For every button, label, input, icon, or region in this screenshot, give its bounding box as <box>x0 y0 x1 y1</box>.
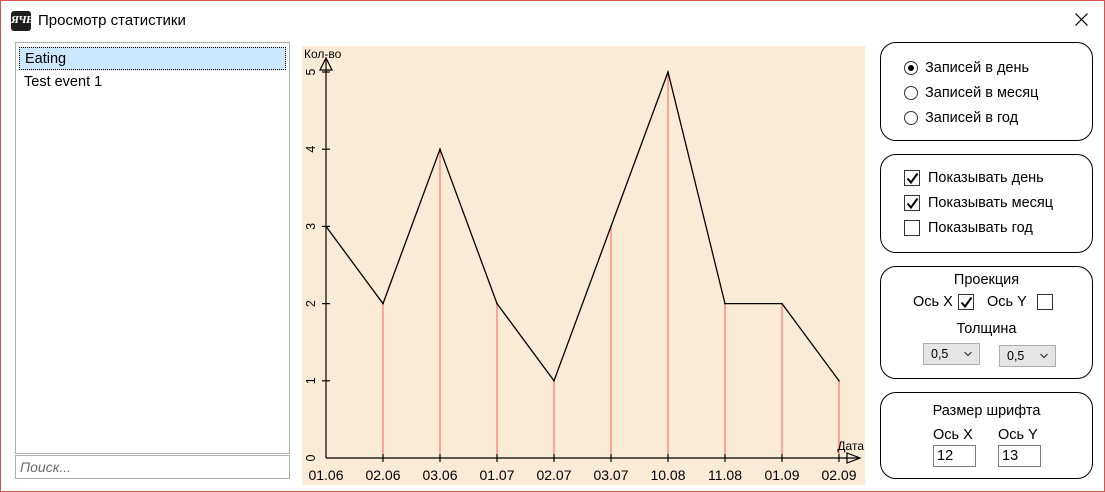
radio-per-day-label: Записей в день <box>925 60 1030 76</box>
x-tick-label: 02.09 <box>821 467 856 483</box>
projection-axis-x-label: Ось X <box>913 294 953 310</box>
font-size-x-label: Ось X <box>933 427 973 443</box>
x-axis-arrow <box>846 452 862 464</box>
list-item-eating[interactable]: Eating <box>19 47 286 70</box>
title-bar[interactable]: ЯЧЕ Просмотр статистики <box>1 1 1104 39</box>
radio-per-month-button[interactable] <box>904 86 918 100</box>
show-year-label: Показывать год <box>928 220 1033 236</box>
font-size-y-label: Ось Y <box>998 427 1038 443</box>
list-item-test-event[interactable]: Test event 1 <box>24 74 103 90</box>
checkmark-icon <box>906 197 919 210</box>
statistics-chart: 0 1 2 3 4 5 01.06 02.06 03.06 01.07 02.07 03.07 10.0… <box>302 46 865 485</box>
show-day-checkbox[interactable] <box>904 170 920 186</box>
projection-axis-x-checkbox[interactable] <box>957 294 974 310</box>
chevron-down-icon <box>1040 353 1048 359</box>
y-tick-label: 1 <box>304 377 318 384</box>
y-axis-label: Кол-во <box>304 47 342 61</box>
radio-per-day[interactable]: Записей в день <box>904 58 1029 78</box>
series-line <box>325 69 840 383</box>
y-tick-label: 5 <box>304 68 318 75</box>
show-day-label: Показывать день <box>928 170 1044 186</box>
y-tick-label: 3 <box>304 223 318 230</box>
radio-per-year[interactable]: Записей в год <box>904 108 1018 128</box>
y-axis-arrow <box>319 56 333 71</box>
data-point <box>838 380 840 382</box>
data-point <box>667 71 669 73</box>
projection-group: Проекция Ось X Ось Y Толщина 0,5 0,5 <box>880 266 1093 379</box>
data-point <box>496 302 498 305</box>
font-size-x-input[interactable] <box>933 445 976 467</box>
font-size-group: Размер шрифта Ось X Ось Y <box>880 392 1093 479</box>
projection-title: Проекция <box>953 272 1020 288</box>
radio-per-day-button[interactable] <box>904 61 918 75</box>
thickness-y-value: 0,5 <box>1007 349 1025 363</box>
x-tick-label: 11.08 <box>708 467 742 483</box>
radio-per-month[interactable]: Записей в месяц <box>904 83 1038 103</box>
data-point <box>382 302 384 305</box>
thickness-title: Толщина <box>956 321 1017 337</box>
checkmark-icon <box>906 172 919 185</box>
search-input[interactable] <box>15 455 290 479</box>
x-tick-label: 10.08 <box>650 467 685 483</box>
x-tick-label: 02.06 <box>365 467 400 483</box>
show-month-checkbox[interactable] <box>904 195 920 211</box>
app-logo-icon: ЯЧЕ <box>11 11 33 31</box>
y-tick-label: 4 <box>304 146 318 153</box>
x-axis-label: Дата <box>837 439 864 453</box>
x-tick-label: 01.06 <box>308 467 343 483</box>
projection-axis-y-checkbox[interactable] <box>1036 294 1053 310</box>
data-point <box>439 148 441 150</box>
event-list[interactable]: Eating Test event 1 <box>15 42 290 454</box>
thickness-x-dropdown[interactable]: 0,5 <box>923 343 980 365</box>
radio-per-year-button[interactable] <box>904 111 918 125</box>
show-year-checkbox[interactable] <box>904 220 920 236</box>
projection-axis-y-label: Ось Y <box>987 294 1027 310</box>
x-tick-label: 01.09 <box>764 467 799 483</box>
thickness-x-value: 0,5 <box>931 347 949 361</box>
x-tick-label: 02.07 <box>536 467 571 483</box>
show-group: Показывать день Показывать месяц Показыв… <box>880 154 1093 253</box>
radio-per-month-label: Записей в месяц <box>925 85 1039 101</box>
font-size-y-input[interactable] <box>998 445 1041 467</box>
data-point <box>553 380 555 382</box>
data-point <box>325 225 327 228</box>
chevron-down-icon <box>964 351 972 357</box>
font-size-title: Размер шрифта <box>932 403 1041 419</box>
x-tick-label: 01.07 <box>479 467 514 483</box>
x-tick-label: 03.06 <box>422 467 457 483</box>
data-point <box>610 225 612 228</box>
thickness-y-dropdown[interactable]: 0,5 <box>999 345 1056 367</box>
show-month-option[interactable]: Показывать месяц <box>904 193 1053 213</box>
chart-canvas: 0 1 2 3 4 5 01.06 02.06 03.06 01.07 02.07 03.07 10.0… <box>304 47 864 483</box>
rate-group: Записей в день Записей в месяц Записей в… <box>880 42 1093 141</box>
radio-per-year-label: Записей в год <box>925 110 1019 126</box>
projection-axis-y[interactable]: Ось Y <box>987 294 1053 310</box>
projection-axis-x[interactable]: Ось X <box>913 294 974 310</box>
window-title: Просмотр статистики <box>38 12 186 29</box>
show-month-label: Показывать месяц <box>928 195 1054 211</box>
data-point <box>724 302 726 305</box>
x-tick-label: 03.07 <box>593 467 628 483</box>
show-day-option[interactable]: Показывать день <box>904 168 1044 188</box>
y-tick-label: 0 <box>304 454 318 461</box>
close-icon <box>1075 13 1088 26</box>
y-tick-label: 2 <box>304 300 318 307</box>
close-button[interactable] <box>1058 1 1104 39</box>
show-year-option[interactable]: Показывать год <box>904 218 1033 238</box>
checkmark-icon <box>960 296 973 309</box>
data-point <box>781 302 783 305</box>
